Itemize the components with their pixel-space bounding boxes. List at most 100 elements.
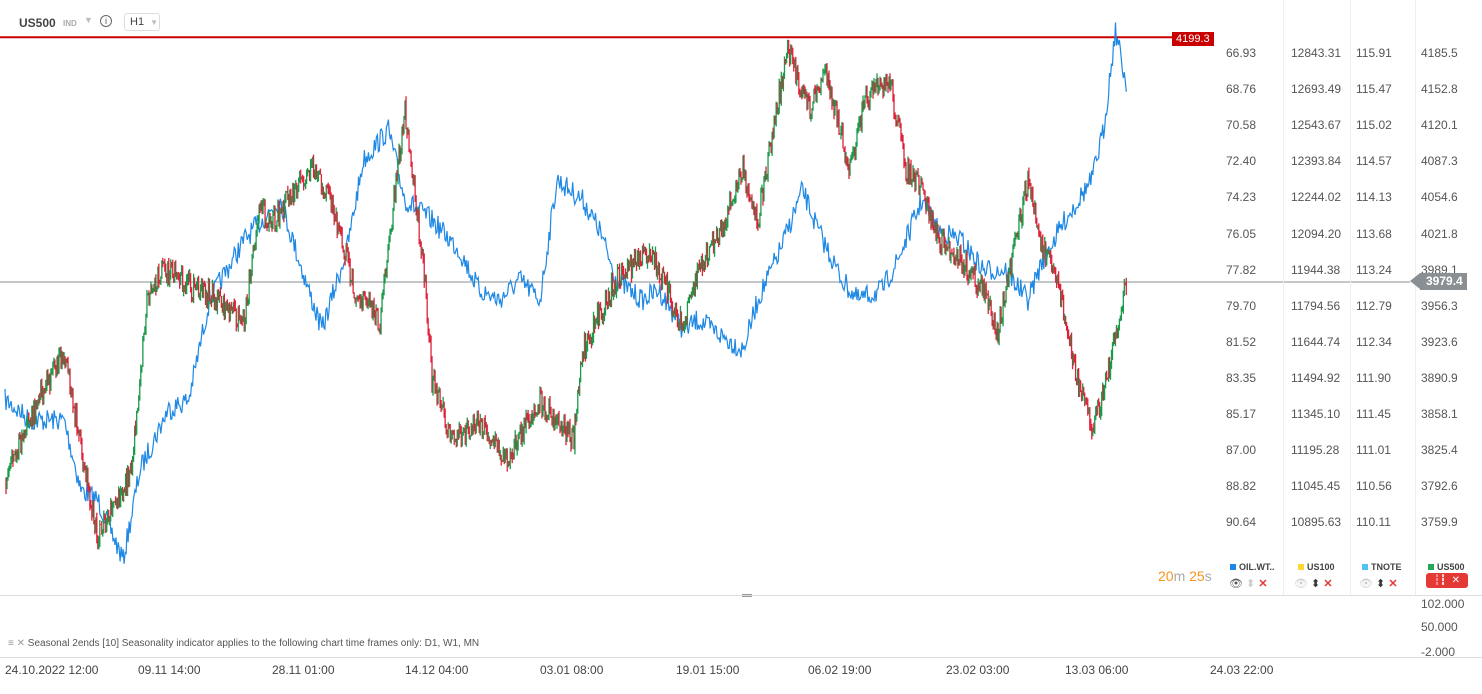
timer-minutes: 20	[1158, 568, 1174, 584]
axis-tick-us100: 11195.28	[1291, 443, 1340, 458]
close-icon[interactable]: ✕	[1258, 578, 1268, 590]
indicator-description: Seasonal 2ends [10] Seasonality indicato…	[27, 638, 480, 649]
color-swatch	[1230, 564, 1236, 570]
pane-divider[interactable]	[0, 595, 1482, 596]
axis-tick-oil: 77.82	[1226, 262, 1257, 277]
legend-label: OIL.WT..	[1239, 562, 1275, 572]
timeframe-select[interactable]: H1 ▼	[124, 13, 160, 31]
close-icon[interactable]: ✕	[1388, 578, 1398, 590]
axis-tick-us500: 4054.6	[1421, 190, 1458, 205]
instrument-type: IND	[63, 19, 77, 28]
axis-tick-tnote: 112.79	[1356, 298, 1392, 313]
axis-tick-tnote: 113.24	[1356, 262, 1392, 277]
axis-tick-tnote: 114.13	[1356, 190, 1392, 205]
info-icon[interactable]: i	[100, 15, 112, 27]
legend-us100-controls: 👁 ⬍ ✕	[1294, 577, 1333, 590]
chevron-down-icon[interactable]: ▼	[84, 15, 93, 25]
timer-seconds: 25	[1189, 568, 1205, 584]
legend-us500-controls[interactable]: ┆┇ ✕	[1426, 573, 1468, 588]
indicator-tick: 102.000	[1421, 597, 1465, 611]
axis-tick-oil: 79.70	[1226, 298, 1257, 313]
axis-tick-us500: 3858.1	[1421, 407, 1458, 421]
chart-toolbar: US500 IND ▼ i H1 ▼	[0, 0, 400, 36]
axis-tick-oil: 90.64	[1226, 515, 1257, 530]
chevron-down-icon: ▼	[150, 18, 158, 27]
axis-tick-oil: 72.40	[1226, 154, 1257, 169]
eye-icon[interactable]: 👁	[1359, 578, 1373, 590]
indicator-tick: 50.000	[1421, 620, 1458, 634]
axis-divider	[1415, 0, 1416, 595]
axis-tick-us100: 12094.20	[1291, 226, 1342, 241]
axis-tick-us100: 11045.45	[1291, 479, 1341, 494]
axis-tick-us100: 11494.92	[1291, 370, 1341, 385]
axis-tick-oil: 68.76	[1226, 82, 1257, 97]
axis-tick-oil: 74.23	[1226, 190, 1257, 205]
axis-tick-oil: 70.58	[1226, 118, 1257, 133]
eye-icon[interactable]: 👁	[1229, 578, 1243, 590]
symbol-name[interactable]: US500	[19, 16, 56, 30]
axis-tick-tnote: 115.91	[1356, 46, 1392, 60]
time-tick: 13.03 06:00	[1065, 663, 1129, 677]
axis-tick-us100: 10895.63	[1291, 515, 1342, 530]
time-tick: 23.02 03:00	[946, 663, 1010, 677]
sort-icon[interactable]: ⬍	[1246, 578, 1256, 590]
axis-tick-tnote: 111.01	[1356, 443, 1391, 458]
legend-us100[interactable]: US100	[1298, 562, 1335, 572]
current-price-label: 3979.4	[1420, 273, 1467, 290]
axis-tick-tnote: 111.45	[1356, 407, 1391, 421]
timer-minutes-unit: m	[1173, 568, 1186, 584]
legend-tnote[interactable]: TNOTE	[1362, 562, 1402, 572]
close-icon[interactable]: ✕	[1323, 578, 1333, 590]
axis-tick-oil: 66.93	[1226, 46, 1257, 60]
axis-tick-oil: 88.82	[1226, 479, 1257, 494]
time-tick: 06.02 19:00	[808, 663, 872, 677]
pane-resize-handle[interactable]	[742, 594, 752, 597]
axis-divider	[1350, 0, 1351, 595]
axis-divider	[1283, 0, 1284, 595]
resistance-price-label: 4199.3	[1172, 32, 1214, 46]
close-icon[interactable]: ✕	[16, 638, 26, 649]
axis-tick-oil: 83.35	[1226, 370, 1257, 385]
time-tick: 24.03 22:00	[1210, 663, 1274, 677]
candlestick-icon[interactable]: ┆┇	[1434, 575, 1447, 586]
axis-tick-tnote: 111.90	[1356, 370, 1391, 385]
axis-tick-us100: 11944.38	[1291, 262, 1341, 277]
legend-oil[interactable]: OIL.WT..	[1230, 562, 1275, 572]
axis-tick-tnote: 112.34	[1356, 334, 1392, 349]
legend-us500[interactable]: US500	[1428, 562, 1465, 572]
axis-tick-tnote: 115.47	[1356, 82, 1392, 97]
axis-tick-tnote: 113.68	[1356, 226, 1392, 241]
axis-tick-us100: 11794.56	[1291, 298, 1341, 313]
current-price-pointer	[1410, 273, 1420, 289]
timeframe-value: H1	[130, 16, 145, 28]
axis-tick-us500: 3825.4	[1421, 443, 1458, 458]
axis-tick-us100: 11345.10	[1291, 407, 1341, 421]
axis-tick-oil: 87.00	[1226, 443, 1257, 458]
axis-tick-us500: 3759.9	[1421, 515, 1458, 530]
close-icon[interactable]: ✕	[1451, 575, 1460, 586]
sort-icon[interactable]: ⬍	[1311, 578, 1321, 590]
menu-icon[interactable]: ≡	[8, 638, 14, 649]
axis-tick-tnote: 110.11	[1356, 515, 1391, 530]
oil-series-line	[4, 22, 1127, 564]
axis-tick-us100: 12843.31	[1291, 46, 1342, 60]
indicator-tick: -2.000	[1421, 645, 1456, 659]
axis-tick-oil: 85.17	[1226, 407, 1257, 421]
time-tick: 19.01 15:00	[676, 663, 740, 677]
axis-tick-us500: 4120.1	[1421, 118, 1458, 133]
color-swatch	[1298, 564, 1304, 570]
xaxis-divider	[0, 657, 1482, 658]
axis-tick-us100: 11644.74	[1291, 334, 1341, 349]
color-swatch	[1428, 564, 1434, 570]
axis-tick-tnote: 115.02	[1356, 118, 1392, 133]
legend-label: US500	[1437, 562, 1465, 572]
axis-tick-tnote: 114.57	[1356, 154, 1392, 169]
axis-tick-us500: 3890.9	[1421, 370, 1458, 385]
time-tick: 09.11 14:00	[138, 663, 201, 677]
sort-icon[interactable]: ⬍	[1376, 578, 1386, 590]
timer-seconds-unit: s	[1204, 568, 1212, 584]
eye-icon[interactable]: 👁	[1294, 578, 1308, 590]
legend-label: US100	[1307, 562, 1335, 572]
axis-tick-us500: 4185.5	[1421, 46, 1458, 60]
